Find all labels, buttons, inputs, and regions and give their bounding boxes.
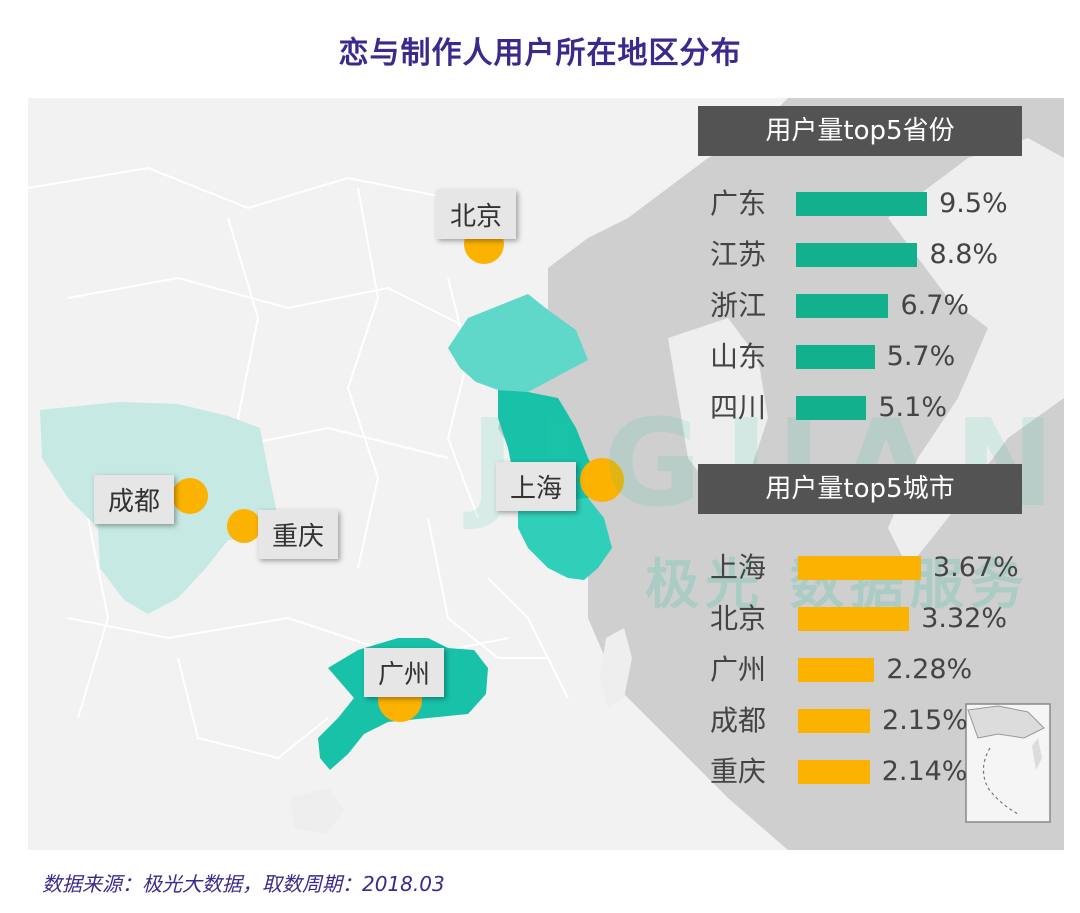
city-bar-label: 北京 bbox=[710, 602, 767, 635]
south-china-sea-inset bbox=[965, 703, 1051, 823]
map-label-beijing: 北京 bbox=[436, 190, 517, 239]
province-bar bbox=[796, 294, 889, 318]
city-bar-label: 上海 bbox=[710, 551, 767, 584]
data-source-note: 数据来源：极光大数据，取数周期：2018.03 bbox=[42, 872, 445, 896]
page-title: 恋与制作人用户所在地区分布 bbox=[338, 36, 742, 71]
province-bar-value: 5.7% bbox=[886, 341, 956, 372]
zhejiang-province bbox=[518, 498, 612, 580]
province-bar-label: 江苏 bbox=[710, 238, 767, 271]
taiwan-land bbox=[600, 628, 632, 708]
map-label-shanghai: 上海 bbox=[496, 462, 577, 511]
city-bar bbox=[798, 760, 870, 784]
city-bar bbox=[798, 658, 875, 682]
province-bar bbox=[796, 396, 867, 420]
province-bar-label: 山东 bbox=[710, 340, 767, 373]
city-bar bbox=[798, 607, 910, 631]
province-bar bbox=[796, 243, 918, 267]
korea-land bbox=[668, 318, 768, 498]
province-bar-label: 四川 bbox=[710, 391, 767, 424]
province-bar-label: 广东 bbox=[710, 187, 767, 220]
hainan-land bbox=[290, 788, 344, 834]
map-label-chongqing: 重庆 bbox=[258, 510, 339, 559]
city-bar bbox=[798, 709, 871, 733]
city-bar-value: 3.67% bbox=[932, 552, 1019, 583]
map-label-guangzhou: 广州 bbox=[364, 648, 445, 697]
city-bar-value: 2.14% bbox=[881, 756, 968, 787]
province-bar-value: 8.8% bbox=[929, 239, 999, 270]
city-bar-label: 广州 bbox=[710, 653, 767, 686]
city-bar-label: 重庆 bbox=[710, 755, 767, 788]
chengdu-dot bbox=[172, 478, 208, 514]
province-bar-label: 浙江 bbox=[710, 289, 767, 322]
city-bar-value: 2.28% bbox=[886, 654, 973, 685]
province-bar bbox=[796, 192, 928, 216]
province-bar-value: 6.7% bbox=[900, 290, 970, 321]
province-bar-value: 9.5% bbox=[939, 188, 1008, 219]
province-bar-value: 5.1% bbox=[878, 392, 947, 423]
city-bar bbox=[798, 556, 921, 580]
city-bar-value: 2.15% bbox=[882, 705, 968, 736]
shanghai-dot bbox=[580, 458, 624, 502]
japan-land bbox=[888, 138, 1064, 568]
province-bar bbox=[796, 345, 875, 369]
city-bar-value: 3.32% bbox=[921, 603, 1007, 634]
province-panel-title: 用户量top5省份 bbox=[698, 106, 1022, 156]
city-panel-title: 用户量top5城市 bbox=[698, 464, 1022, 514]
city-bar-label: 成都 bbox=[710, 704, 767, 737]
map-label-chengdu: 成都 bbox=[94, 475, 175, 524]
chongqing-dot bbox=[227, 509, 261, 543]
shandong-province bbox=[448, 294, 588, 392]
